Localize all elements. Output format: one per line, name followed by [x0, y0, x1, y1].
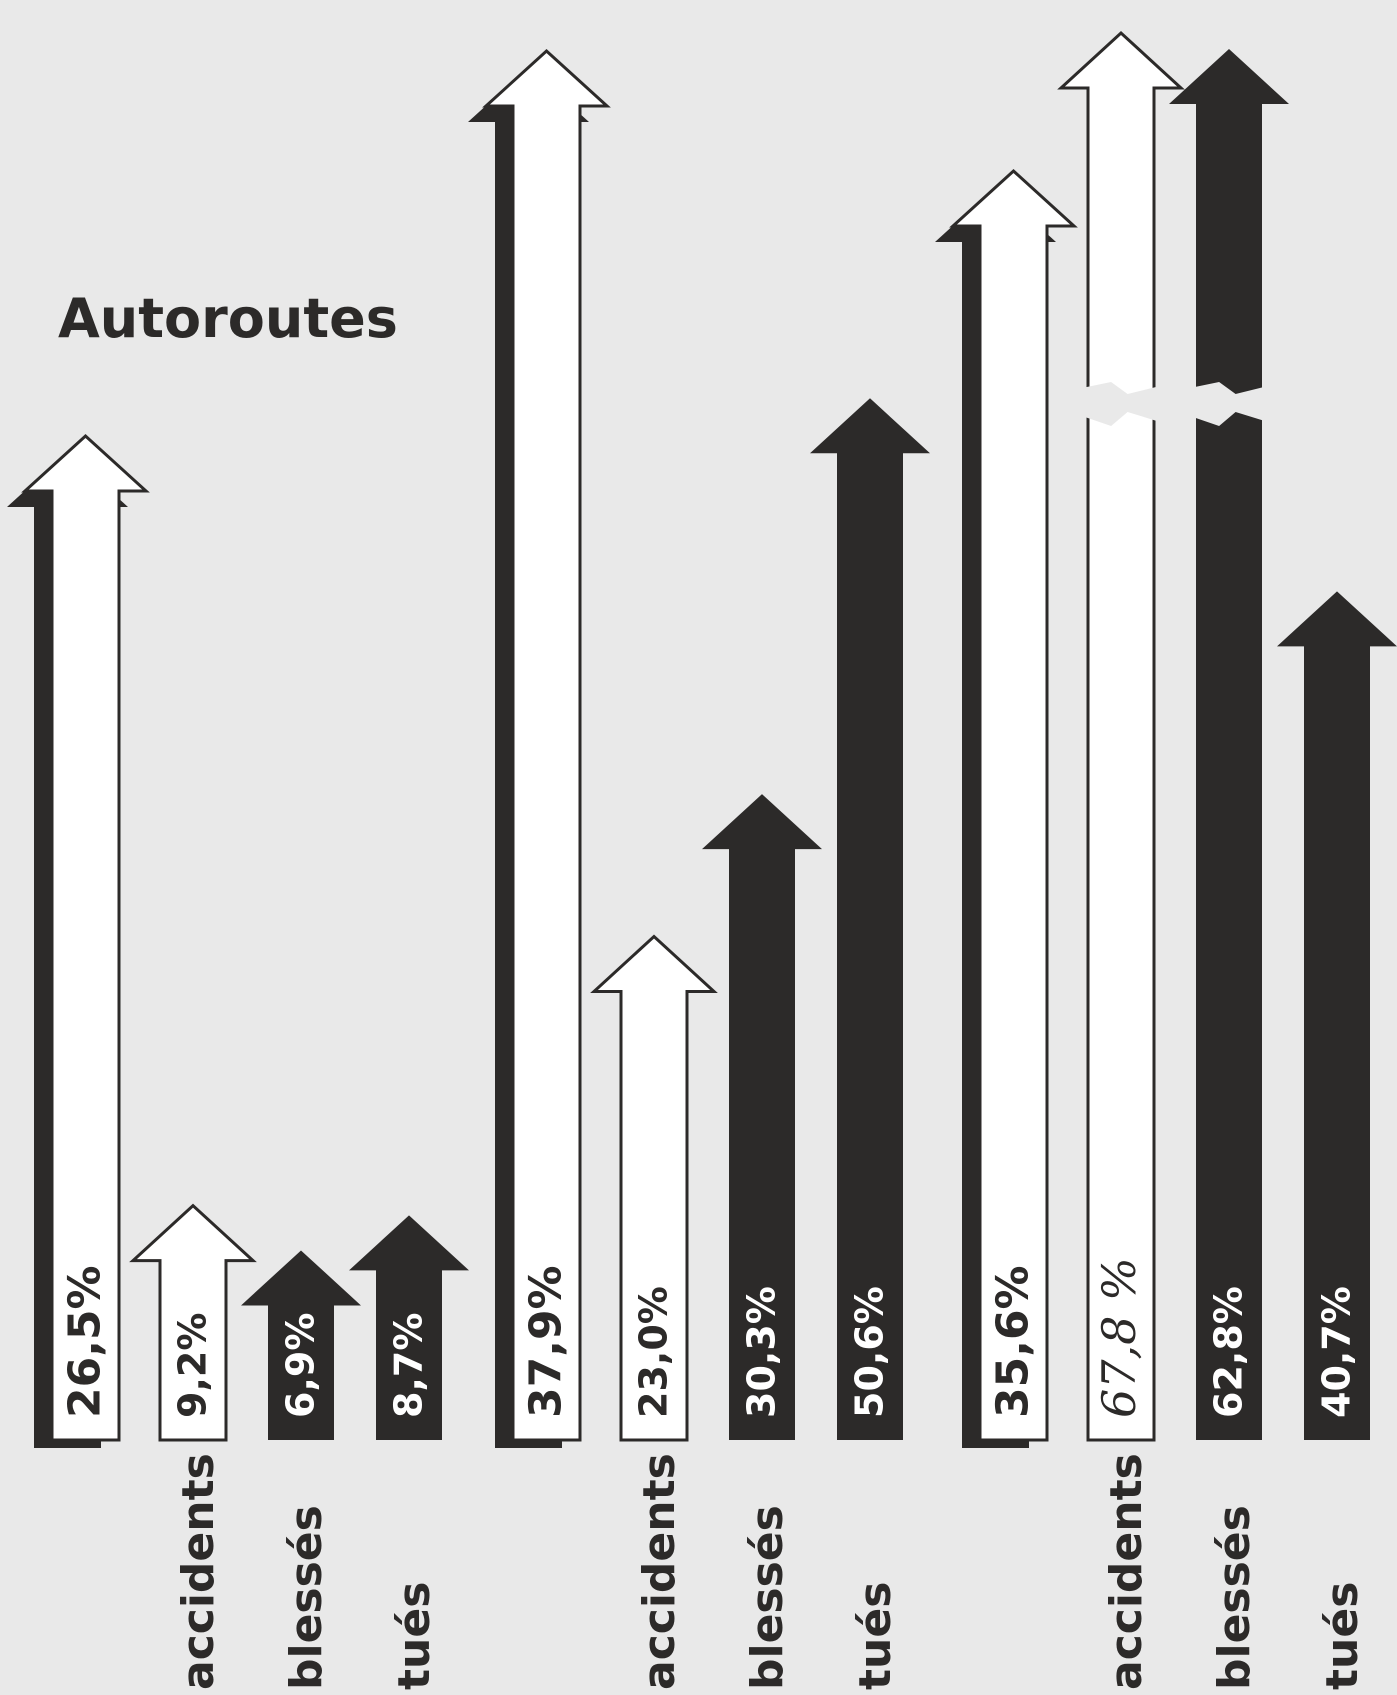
bar-value-label: 8,7% — [387, 1313, 431, 1418]
category-label: tués — [1317, 1582, 1368, 1690]
bar-value-label: 30,3% — [740, 1286, 784, 1418]
chart-title: Autoroutes — [58, 287, 398, 350]
shadow-bar-label: 26,5% — [60, 1265, 111, 1418]
bar-blessés — [241, 1250, 361, 1440]
axis-break — [1082, 382, 1160, 426]
bar-value-label: 50,6% — [848, 1286, 892, 1418]
category-label: accidents — [173, 1453, 224, 1690]
shadow-bar — [21, 433, 150, 1442]
shadow-bar-label: 37,9% — [521, 1265, 572, 1418]
bar-blessés — [702, 794, 822, 1440]
bar-value-label: 9,2% — [171, 1313, 215, 1418]
bar-value-label: 62,8% — [1207, 1286, 1251, 1418]
bar-value-label: 40,7% — [1315, 1286, 1359, 1418]
bar-tués — [810, 398, 930, 1440]
bar-tués — [1277, 591, 1397, 1440]
bar-value-label: 6,9% — [279, 1313, 323, 1418]
shadow-bar-label: 35,6% — [988, 1265, 1039, 1418]
category-label: blessés — [742, 1505, 793, 1690]
category-label: accidents — [1101, 1453, 1152, 1690]
axis-break — [1190, 382, 1268, 426]
bar-accidents — [590, 934, 718, 1442]
bar-value-label: 67,8 % — [1092, 1257, 1146, 1418]
shadow-bar — [482, 48, 611, 1442]
bar-tués — [349, 1215, 469, 1440]
category-label: blessés — [1209, 1505, 1260, 1690]
bar-blessés — [1169, 49, 1289, 1440]
category-label: blessés — [281, 1505, 332, 1690]
shadow-bar — [949, 168, 1078, 1442]
bar-accidents — [129, 1203, 257, 1442]
bar-accidents — [1057, 30, 1185, 1442]
category-label: tués — [389, 1582, 440, 1690]
bar-value-label: 23,0% — [632, 1286, 676, 1418]
category-label: accidents — [634, 1453, 685, 1690]
category-label: tués — [850, 1582, 901, 1690]
